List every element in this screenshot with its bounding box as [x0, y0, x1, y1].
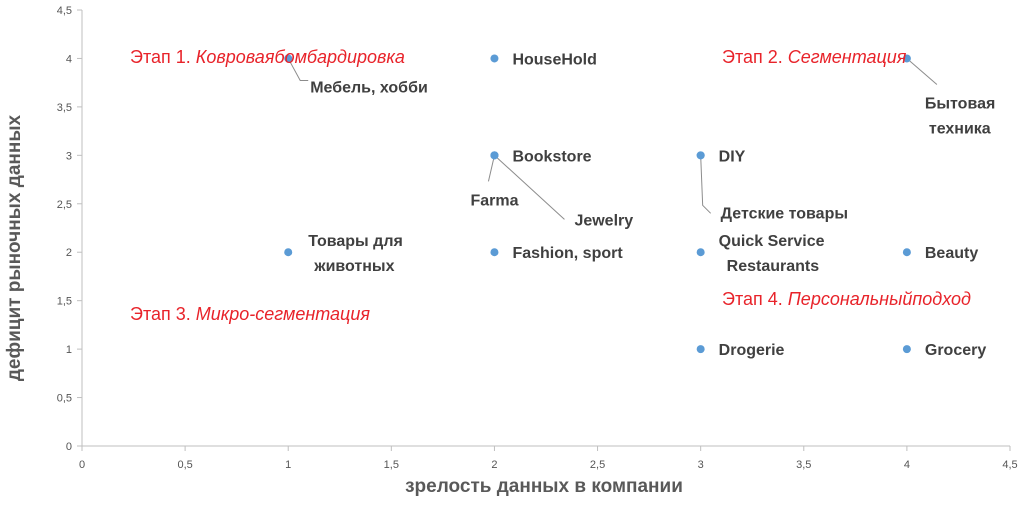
data-point — [284, 248, 293, 257]
stage-annotation: Этап 3. Микро-сегментация — [130, 304, 370, 324]
x-tick-label: 0 — [79, 459, 85, 471]
x-tick-label: 4,5 — [1002, 459, 1017, 471]
x-tick-label: 1,5 — [384, 459, 399, 471]
stage-annotation: Этап 1. Ковроваябомбардировка — [130, 47, 405, 67]
y-tick-label: 2 — [66, 247, 72, 259]
y-tick-label: 3,5 — [57, 102, 72, 114]
point-label: Товары для животных — [308, 233, 403, 275]
point-label: Beauty — [925, 245, 978, 262]
y-tick-label: 4 — [66, 53, 72, 65]
point-label: Fashion, sport — [512, 245, 623, 262]
point-label: Бытовая техника — [925, 95, 995, 137]
point-label: Мебель, хобби — [310, 79, 428, 96]
data-point — [490, 54, 499, 63]
point-label: Grocery — [925, 342, 986, 359]
leader-line — [487, 155, 495, 182]
data-point — [490, 151, 499, 160]
point-label: Farma — [470, 192, 518, 209]
y-tick-label: 3 — [66, 150, 72, 162]
data-point — [902, 54, 911, 63]
data-point — [696, 151, 705, 160]
y-tick-label: 2,5 — [57, 199, 72, 211]
stage-annotation: Этап 4. Персональныйподход — [722, 289, 971, 309]
leader-line — [494, 154, 565, 220]
leader-line — [906, 58, 938, 85]
data-point — [490, 248, 499, 257]
x-tick-label: 2,5 — [590, 459, 605, 471]
point-labels: Мебель, хобби HouseHold Бытовая техника Book… — [308, 51, 995, 359]
point-label: Jewelry — [574, 212, 633, 229]
x-tick-label: 0,5 — [177, 459, 192, 471]
leader-lines — [287, 58, 938, 220]
x-tick-label: 2 — [491, 459, 497, 471]
point-label: Quick Service Restaurants — [719, 233, 825, 275]
point-label: Детские товары — [721, 205, 848, 222]
axes — [77, 9, 1011, 451]
y-tick-label: 1,5 — [57, 296, 72, 308]
y-tick-label: 4,5 — [57, 5, 72, 17]
leader-line — [287, 58, 309, 81]
data-point — [696, 248, 705, 257]
stage-annotations: Этап 1. Ковроваябомбардировка Этап 2. Сег… — [130, 47, 971, 324]
data-points — [284, 54, 911, 354]
x-tick-label: 4 — [904, 459, 910, 471]
point-label: DIY — [719, 148, 746, 165]
data-point — [902, 345, 911, 354]
y-tick-label: 0 — [66, 441, 72, 453]
y-tick-label: 1 — [66, 344, 72, 356]
leader-line — [700, 155, 712, 214]
tick-labels: 0 0,5 1 1,5 2 2,5 3 3,5 4 4,5 0 0,5 1 1,5 2 2,5 3 3,5 4 4,5 — [57, 5, 1018, 471]
x-tick-label: 1 — [285, 459, 291, 471]
point-label: HouseHold — [512, 51, 596, 68]
stage-annotation: Этап 2. Сегментация — [722, 47, 907, 67]
y-axis-title: дефицит рыночных данных — [4, 114, 25, 381]
x-tick-label: 3 — [698, 459, 704, 471]
data-point — [284, 54, 293, 63]
data-point — [696, 345, 705, 354]
point-label: Drogerie — [719, 342, 785, 359]
x-tick-label: 3,5 — [796, 459, 811, 471]
y-tick-label: 0,5 — [57, 393, 72, 405]
x-axis-title: зрелость данных в компании — [405, 476, 683, 497]
data-point — [902, 248, 911, 257]
point-label: Bookstore — [512, 148, 591, 165]
